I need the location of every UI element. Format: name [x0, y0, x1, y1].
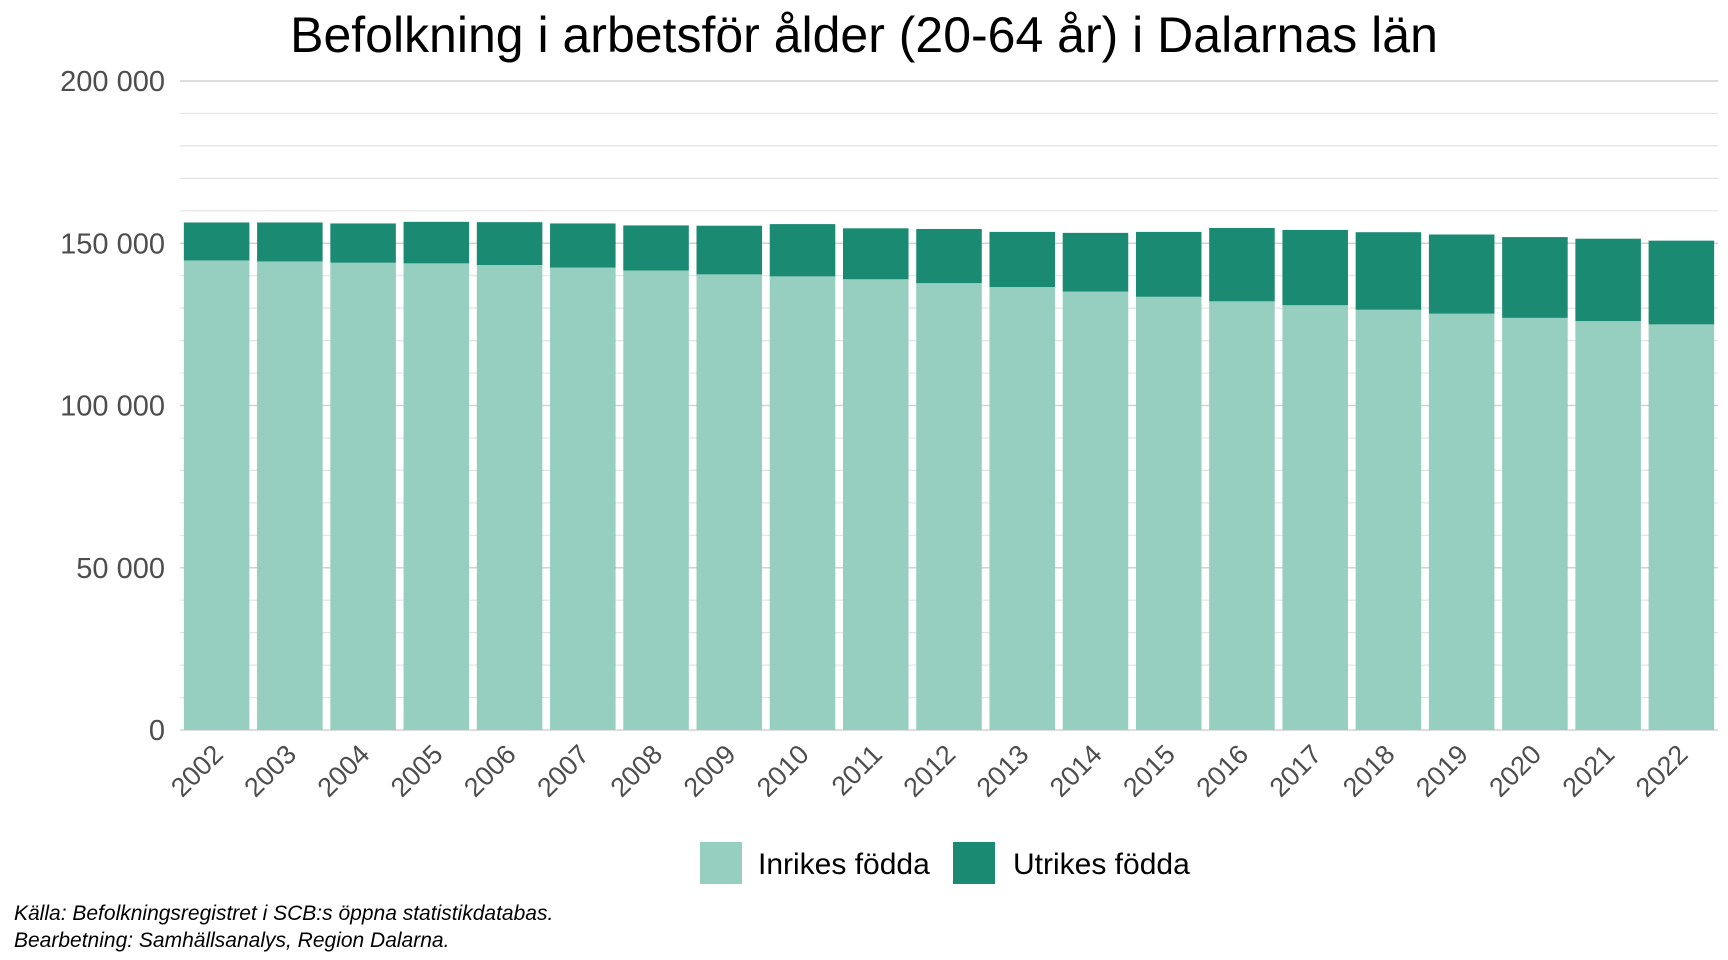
y-tick-label: 200 000 — [60, 66, 165, 98]
x-tick-label: 2013 — [971, 739, 1035, 803]
x-tick-label: 2002 — [165, 739, 229, 803]
bar-utrikes-2004 — [330, 223, 396, 263]
legend: Inrikes födda Utrikes födda — [700, 842, 1190, 884]
bar-inrikes-2004 — [330, 262, 396, 730]
bar-inrikes-2019 — [1428, 313, 1495, 730]
bar-inrikes-2016 — [1209, 301, 1275, 730]
bar-utrikes-2019 — [1428, 234, 1495, 314]
bar-utrikes-2008 — [623, 225, 689, 271]
bar-utrikes-2003 — [257, 222, 323, 262]
bar-inrikes-2005 — [403, 263, 470, 730]
bar-inrikes-2021 — [1575, 321, 1641, 730]
legend-label-inrikes: Inrikes födda — [758, 848, 930, 881]
bar-inrikes-2014 — [1062, 291, 1129, 730]
bar-utrikes-2002 — [183, 222, 250, 261]
bar-inrikes-2017 — [1282, 305, 1348, 730]
bar-utrikes-2021 — [1575, 238, 1641, 322]
bar-inrikes-2010 — [769, 276, 836, 730]
bar-inrikes-2012 — [916, 283, 982, 730]
x-tick-label: 2010 — [751, 739, 815, 803]
x-tick-label: 2020 — [1483, 739, 1547, 803]
bar-inrikes-2011 — [842, 279, 909, 730]
x-tick-label: 2016 — [1191, 739, 1255, 803]
bar-inrikes-2009 — [696, 274, 763, 730]
bar-inrikes-2007 — [550, 267, 616, 730]
caption-processing: Bearbetning: Samhällsanalys, Region Dala… — [14, 929, 449, 952]
bar-inrikes-2008 — [623, 270, 689, 730]
x-tick-label: 2009 — [678, 739, 742, 803]
x-axis: 2002 2003 2004 2005 2006 2007 2008 2009 2010 2011… — [165, 739, 1693, 803]
x-tick-label: 2015 — [1117, 739, 1181, 803]
bar-inrikes-2015 — [1135, 296, 1202, 730]
bar-utrikes-2015 — [1135, 231, 1202, 297]
y-axis: 0 50 000 100 000 150 000 200 000 — [60, 66, 165, 747]
bar-utrikes-2022 — [1648, 240, 1715, 325]
legend-swatch-inrikes — [700, 842, 742, 884]
bar-inrikes-2003 — [257, 261, 323, 730]
bar-utrikes-2013 — [989, 231, 1056, 288]
x-tick-label: 2008 — [605, 739, 669, 803]
y-tick-label: 150 000 — [60, 228, 165, 260]
x-tick-label: 2022 — [1630, 739, 1694, 803]
legend-label-utrikes: Utrikes födda — [1013, 848, 1190, 881]
y-tick-label: 100 000 — [60, 391, 165, 423]
x-tick-label: 2014 — [1044, 739, 1108, 803]
bar-utrikes-2010 — [769, 224, 836, 277]
bar-utrikes-2018 — [1355, 232, 1422, 310]
bar-utrikes-2011 — [842, 228, 909, 280]
x-tick-label: 2017 — [1264, 739, 1328, 803]
bar-inrikes-2013 — [989, 287, 1056, 730]
bars — [183, 221, 1715, 730]
bar-utrikes-2016 — [1209, 227, 1275, 302]
bar-inrikes-2018 — [1355, 309, 1422, 730]
x-tick-label: 2011 — [826, 739, 888, 801]
bar-inrikes-2020 — [1502, 317, 1568, 730]
x-tick-label: 2004 — [312, 739, 376, 803]
bar-utrikes-2017 — [1282, 229, 1348, 306]
bar-utrikes-2006 — [476, 222, 543, 265]
bar-utrikes-2014 — [1062, 232, 1129, 292]
bar-utrikes-2012 — [916, 228, 982, 284]
x-tick-label: 2018 — [1337, 739, 1401, 803]
x-tick-label: 2006 — [458, 739, 522, 803]
x-tick-label: 2012 — [898, 739, 962, 803]
bar-utrikes-2009 — [696, 225, 763, 275]
x-tick-label: 2007 — [531, 739, 595, 803]
x-tick-label: 2019 — [1410, 739, 1474, 803]
bar-inrikes-2022 — [1648, 324, 1715, 730]
bar-utrikes-2007 — [550, 223, 616, 268]
x-tick-label: 2003 — [238, 739, 302, 803]
x-tick-label: 2005 — [385, 739, 449, 803]
y-tick-label: 50 000 — [76, 553, 165, 585]
bar-inrikes-2002 — [183, 260, 250, 730]
y-tick-label: 0 — [149, 715, 165, 747]
bar-utrikes-2020 — [1502, 237, 1568, 318]
x-tick-label: 2021 — [1557, 739, 1621, 803]
chart-title: Befolkning i arbetsför ålder (20-64 år) … — [290, 7, 1438, 63]
caption-source: Källa: Befolkningsregistret i SCB:s öppn… — [14, 902, 553, 925]
bar-inrikes-2006 — [476, 264, 543, 730]
legend-swatch-utrikes — [953, 842, 995, 884]
bar-utrikes-2005 — [403, 221, 470, 264]
